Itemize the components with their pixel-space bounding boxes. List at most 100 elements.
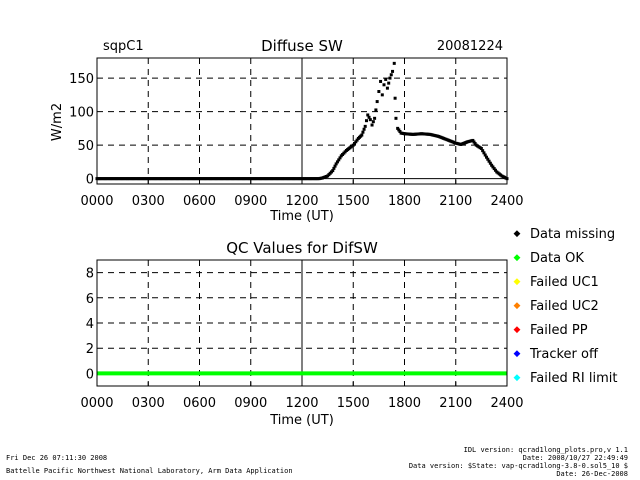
diffuse-sw-panel: sqpC1 Diffuse SW 20081224 W/m2 0000 0300 0… — [50, 37, 524, 224]
data-point — [370, 123, 374, 127]
data-point — [375, 100, 379, 104]
legend-item: ◆ Tracker off — [512, 346, 598, 362]
data-point — [360, 133, 364, 137]
data-point — [397, 128, 401, 132]
data-point — [393, 96, 397, 100]
data-point — [481, 149, 485, 153]
data-point — [366, 113, 370, 117]
x-tick-label-bottom: 1500 — [337, 396, 370, 411]
data-point — [387, 81, 391, 85]
legend-diamond-icon: ◆ — [513, 300, 521, 311]
qc-values-panel: QC Values for DifSW 0000 0300 0600 0900 1200… — [80, 239, 523, 428]
data-point — [382, 83, 386, 87]
data-point — [363, 124, 367, 128]
x-axis-label-bottom: Time (UT) — [269, 413, 334, 428]
data-point — [351, 143, 355, 147]
legend-item: ◆ Failed PP — [512, 322, 588, 338]
data-point — [332, 166, 336, 170]
data-point — [362, 127, 366, 131]
x-tick-label-bottom: 1800 — [388, 396, 421, 411]
legend-label: Failed UC1 — [530, 274, 599, 290]
y-tick-label-top: 100 — [69, 106, 94, 121]
data-point — [371, 120, 375, 124]
x-axis-label-top: Time (UT) — [269, 209, 334, 224]
data-point — [490, 163, 494, 167]
data-point — [331, 169, 335, 173]
data-point — [479, 146, 483, 150]
data-point — [472, 140, 476, 144]
axis-ticks-bottom: 0000 0300 0600 0900 1200 1500 1800 2100 2400 0 2 4 6… — [80, 267, 523, 411]
legend-item: ◆ Failed UC1 — [512, 274, 599, 290]
footer-idl-version: IDL version: qcrad1long_plots.pro,v 1.1 — [463, 446, 628, 454]
data-point — [368, 118, 372, 122]
footer-data-date: Date: 26-Dec-2008 — [556, 470, 628, 478]
data-series-diffuse-sw — [95, 61, 509, 181]
data-point — [486, 157, 490, 161]
x-tick-label-top: 0000 — [80, 194, 113, 209]
y-tick-label-top: 50 — [77, 139, 94, 154]
data-point — [482, 151, 486, 155]
x-tick-label-top: 2100 — [439, 194, 472, 209]
legend-diamond-icon: ◆ — [513, 252, 521, 263]
y-tick-label-top: 0 — [86, 173, 94, 188]
x-tick-label-bottom: 1200 — [285, 396, 318, 411]
grid-bottom — [97, 260, 507, 386]
data-point — [394, 116, 398, 120]
x-tick-label-top: 1200 — [285, 194, 318, 209]
data-point — [377, 90, 381, 94]
y-tick-label-bottom: 4 — [86, 317, 94, 332]
legend-item: ◆ Failed UC2 — [512, 298, 599, 314]
x-tick-label-bottom: 2100 — [439, 396, 472, 411]
data-point — [384, 77, 388, 81]
grid-top — [97, 58, 507, 184]
data-point — [396, 126, 400, 130]
data-point — [391, 69, 395, 73]
x-tick-label-bottom: 0000 — [80, 396, 113, 411]
legend-diamond-icon: ◆ — [513, 324, 521, 335]
data-point — [379, 79, 383, 83]
chart-title-qc: QC Values for DifSW — [226, 239, 378, 257]
x-tick-label-bottom: 0900 — [234, 396, 267, 411]
legend-label: Failed UC2 — [530, 298, 599, 314]
plot-frame-top — [96, 57, 508, 185]
legend-item: ◆ Data OK — [512, 250, 584, 266]
data-point — [354, 140, 358, 144]
chart-title-diffuse-sw: Diffuse SW — [261, 37, 343, 55]
y-tick-label-bottom: 6 — [86, 292, 94, 307]
data-point — [485, 155, 488, 159]
data-point — [334, 162, 338, 166]
data-point — [491, 165, 495, 169]
x-tick-label-bottom: 2400 — [490, 396, 523, 411]
data-point — [487, 159, 491, 163]
footer-data-version: Data version: $State: vap-qcrad1long-3.8… — [408, 462, 628, 470]
data-point — [355, 138, 359, 142]
legend-diamond-icon: ◆ — [513, 372, 521, 383]
data-point — [338, 156, 342, 160]
footer-idl-date: Date: 2008/10/27 22:49:49 — [522, 454, 628, 462]
legend-label: Data missing — [530, 226, 616, 242]
y-tick-label-bottom: 0 — [86, 367, 94, 382]
data-point — [483, 153, 487, 157]
data-point — [488, 161, 492, 165]
x-tick-label-top: 0600 — [183, 194, 216, 209]
data-point — [333, 164, 337, 168]
data-point — [335, 160, 339, 164]
x-tick-label-bottom: 0600 — [183, 396, 216, 411]
legend-diamond-icon: ◆ — [513, 348, 521, 359]
y-tick-label-top: 150 — [69, 72, 94, 87]
data-point — [398, 130, 402, 133]
y-axis-label-top: W/m2 — [50, 103, 65, 141]
site-label: sqpC1 — [103, 39, 144, 54]
legend-label: Failed RI limit — [530, 370, 618, 386]
x-tick-label-top: 0300 — [132, 194, 165, 209]
data-point — [364, 119, 368, 123]
data-point — [374, 108, 378, 112]
data-point — [471, 138, 475, 142]
data-point — [337, 158, 341, 162]
data-point — [473, 142, 477, 146]
plot-frame-bottom — [96, 259, 508, 387]
x-tick-label-top: 0900 — [234, 194, 267, 209]
legend-label: Tracker off — [530, 346, 598, 362]
legend-item: ◆ Data missing — [512, 226, 616, 242]
